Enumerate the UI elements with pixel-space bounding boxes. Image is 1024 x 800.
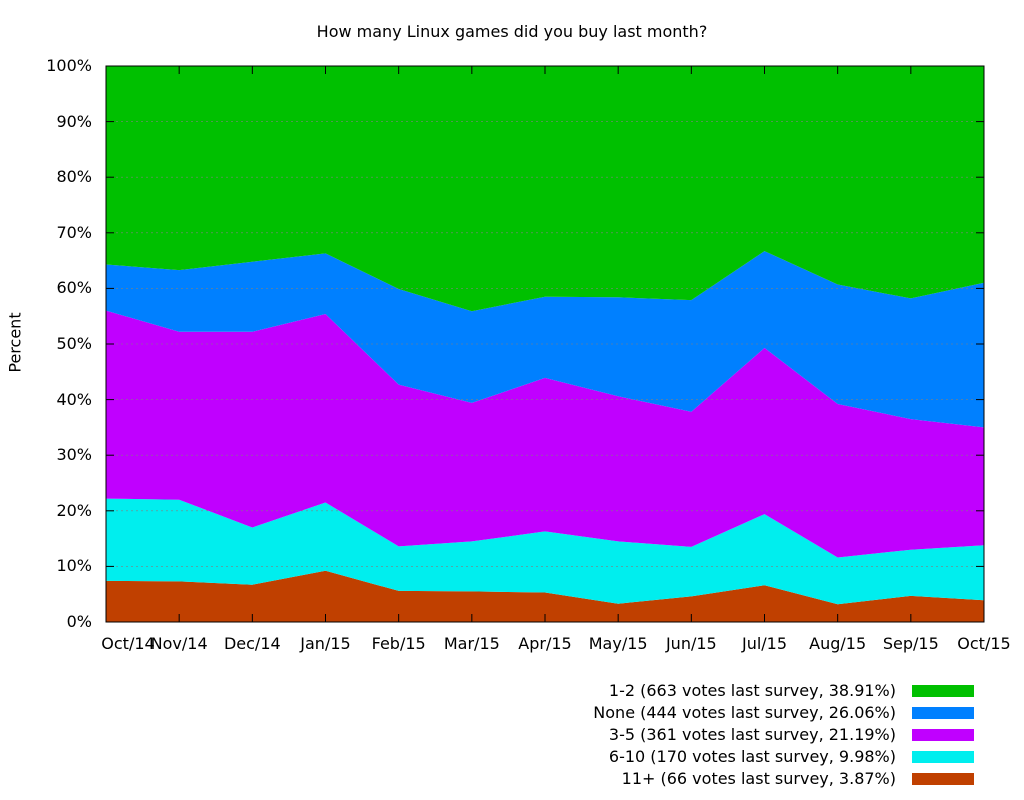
y-tick-label: 60% (56, 278, 92, 298)
x-tick-label: Feb/15 (371, 634, 426, 653)
legend-swatch (912, 685, 974, 697)
y-tick-label: 20% (56, 500, 92, 520)
x-tick-label: Aug/15 (809, 634, 867, 653)
y-tick-label: 0% (66, 612, 92, 631)
x-tick-label: Nov/14 (150, 634, 208, 653)
legend-entry: None (444 votes last survey, 26.06%) (400, 702, 974, 724)
legend-entry: 6-10 (170 votes last survey, 9.98%) (400, 746, 974, 768)
area-series-0 (106, 570, 984, 622)
legend-label: 3-5 (361 votes last survey, 21.19%) (608, 725, 896, 744)
legend-label: 1-2 (663 votes last survey, 38.91%) (608, 681, 896, 700)
x-tick-label: Jul/15 (741, 634, 788, 653)
legend-entry: 1-2 (663 votes last survey, 38.91%) (400, 680, 974, 702)
legend-swatch (912, 751, 974, 763)
y-tick-label: 70% (56, 222, 92, 242)
area-series-4 (106, 66, 984, 312)
y-tick-label: 40% (56, 389, 92, 409)
x-tick-label: Oct/15 (957, 634, 1011, 653)
y-tick-label: 100% (46, 56, 92, 75)
legend-entry: 3-5 (361 votes last survey, 21.19%) (400, 724, 974, 746)
legend-swatch (912, 729, 974, 741)
y-tick-label: 30% (56, 445, 92, 465)
x-tick-label: Oct/14 (101, 634, 155, 653)
legend-label: 11+ (66 votes last survey, 3.87%) (621, 769, 896, 788)
legend-swatch (912, 707, 974, 719)
area-series-1 (106, 498, 984, 605)
area-series-3 (106, 251, 984, 428)
legend-entry: 11+ (66 votes last survey, 3.87%) (400, 768, 974, 790)
x-tick-label: Jun/15 (665, 634, 717, 653)
legend-swatch (912, 773, 974, 785)
x-tick-label: Apr/15 (518, 634, 572, 653)
y-tick-label: 10% (56, 556, 92, 576)
area-series-2 (106, 310, 984, 558)
y-tick-label: 90% (56, 111, 92, 131)
legend-label: 6-10 (170 votes last survey, 9.98%) (608, 747, 896, 766)
x-tick-label: Sep/15 (882, 634, 939, 653)
y-tick-label: 50% (56, 334, 92, 353)
x-tick-label: Jan/15 (300, 634, 351, 653)
chart-title: How many Linux games did you buy last mo… (316, 22, 708, 41)
x-tick-label: May/15 (588, 634, 648, 653)
x-tick-label: Dec/14 (223, 634, 281, 653)
legend-label: None (444 votes last survey, 26.06%) (593, 703, 896, 722)
y-tick-label: 80% (56, 167, 92, 187)
x-tick-label: Mar/15 (443, 634, 500, 653)
